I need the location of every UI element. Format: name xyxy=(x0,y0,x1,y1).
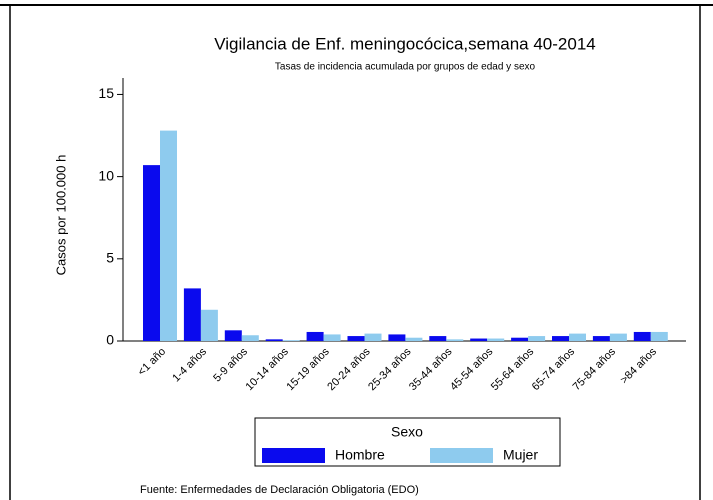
bar xyxy=(487,338,505,341)
bar xyxy=(405,337,423,341)
bar xyxy=(224,330,242,341)
bar xyxy=(429,336,447,341)
legend-label: Hombre xyxy=(335,447,385,463)
bar xyxy=(592,336,610,341)
legend-swatch xyxy=(430,448,493,463)
y-tick-label: 15 xyxy=(98,85,114,101)
bar xyxy=(265,339,283,341)
bar xyxy=(569,333,586,341)
legend-label: Mujer xyxy=(503,447,538,463)
y-axis-label: Casos por 100.000 h xyxy=(53,155,68,276)
y-tick-label: 5 xyxy=(106,250,114,266)
bar xyxy=(511,337,529,341)
bar xyxy=(323,334,341,341)
bar xyxy=(633,331,651,341)
bar xyxy=(143,165,160,341)
legend-title: Sexo xyxy=(391,424,423,440)
bar xyxy=(183,288,201,341)
bar xyxy=(306,331,324,341)
bar xyxy=(388,334,406,341)
bar xyxy=(470,338,488,341)
bar xyxy=(241,335,259,341)
y-tick-label: 0 xyxy=(106,332,114,348)
source-note: Fuente: Enfermedades de Declaración Obli… xyxy=(140,484,419,496)
chart-subtitle: Tasas de incidencia acumulada por grupos… xyxy=(275,62,536,73)
bar xyxy=(446,339,464,341)
bar xyxy=(528,336,546,341)
bar xyxy=(364,333,382,341)
bar xyxy=(282,340,300,341)
y-tick-label: 10 xyxy=(98,167,114,183)
bar xyxy=(552,336,569,341)
bar xyxy=(609,333,627,341)
bar xyxy=(347,336,365,341)
bar xyxy=(650,331,668,341)
chart-title: Vigilancia de Enf. meningocócica,semana … xyxy=(214,34,596,53)
legend-swatch xyxy=(262,448,325,463)
bar xyxy=(160,130,177,341)
bar xyxy=(200,309,218,341)
